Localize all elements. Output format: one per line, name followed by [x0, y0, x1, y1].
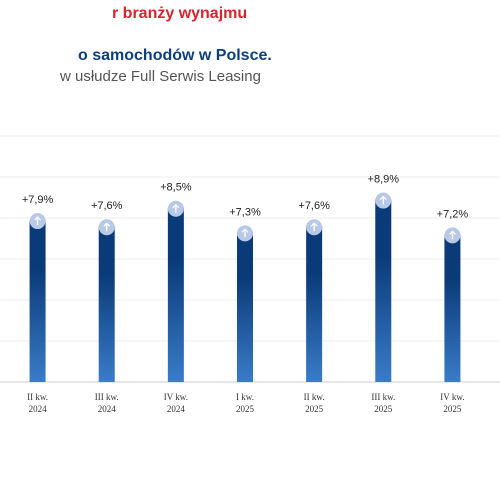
x-tick-label: III kw. — [95, 392, 119, 402]
value-label: +7,9% — [22, 194, 54, 206]
arrow-icon — [306, 219, 323, 236]
bar — [444, 234, 461, 382]
value-label: +7,6% — [298, 200, 330, 212]
bar — [375, 199, 392, 382]
title-line: o samochodów w Polsce. — [78, 47, 272, 64]
value-label: +7,3% — [229, 206, 261, 218]
x-tick-label: I kw. — [236, 392, 254, 402]
x-tick-label: IV kw. — [440, 392, 464, 402]
bar — [98, 226, 115, 382]
icon-arrow — [241, 228, 249, 238]
x-tick-label: II kw. — [304, 392, 325, 402]
x-tick-label: 2025 — [374, 404, 393, 414]
icon-arrow — [172, 203, 180, 213]
x-tick-label: 2024 — [167, 404, 186, 414]
icon-arrow — [379, 195, 387, 205]
arrow-icon — [237, 225, 253, 242]
bar — [167, 207, 184, 382]
icon-arrow — [448, 230, 456, 240]
arrow-icon — [29, 213, 46, 230]
bar — [306, 226, 323, 382]
arrow-icon — [167, 200, 184, 217]
icon-arrow — [310, 222, 318, 232]
arrow-icon — [375, 192, 392, 209]
x-tick-label: 2025 — [305, 404, 324, 414]
x-tick-label: III kw. — [371, 392, 395, 402]
icon-arrow — [103, 222, 111, 232]
value-label: +8,5% — [160, 182, 192, 194]
bar — [237, 232, 253, 382]
x-tick-label: IV kw. — [164, 392, 188, 402]
arrow-icon — [98, 219, 115, 236]
arrow-icon — [444, 227, 461, 244]
x-tick-label: II kw. — [27, 392, 48, 402]
x-tick-label: 2024 — [98, 404, 117, 414]
value-label: +8,9% — [368, 173, 400, 185]
x-tick-label: 2025 — [236, 404, 255, 414]
icon-arrow — [34, 216, 42, 226]
bar — [29, 220, 46, 382]
value-label: +7,2% — [437, 208, 469, 220]
x-tick-label: 2024 — [29, 404, 48, 414]
title-line: r branży wynajmu — [112, 5, 247, 22]
x-tick-label: 2025 — [443, 404, 462, 414]
value-label: +7,6% — [91, 200, 123, 212]
subtitle: w usłudze Full Serwis Leasing — [59, 68, 261, 85]
